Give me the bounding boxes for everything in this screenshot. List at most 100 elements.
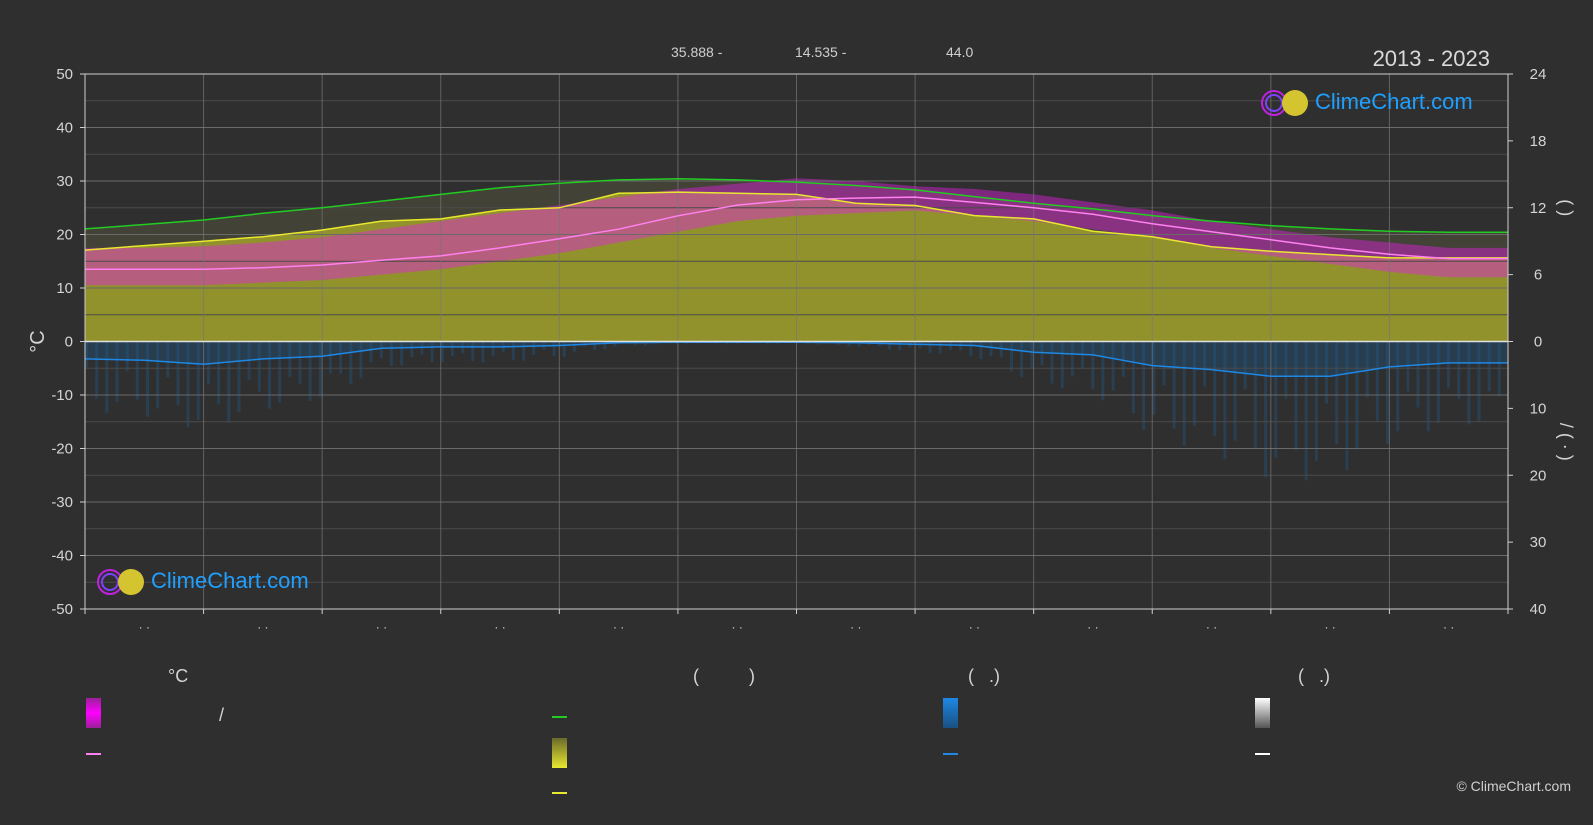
precip-bar: [349, 341, 353, 384]
precip-bar: [1182, 341, 1186, 446]
legend-sunshine-swatch: [552, 738, 567, 768]
x-tick-label: · ·: [1324, 620, 1335, 634]
precip-bar: [969, 341, 973, 357]
precip-bar: [237, 341, 241, 413]
precip-bar: [1406, 341, 1410, 392]
precip-bar: [257, 341, 261, 392]
precip-bar: [603, 341, 607, 350]
temp-mean-line: [85, 196, 1508, 271]
x-tick-label: · ·: [494, 620, 505, 634]
precip-bar: [1416, 341, 1420, 408]
left-tick-label: 20: [56, 227, 73, 244]
legend-snow-swatch: [1255, 698, 1270, 728]
precip-bar: [999, 341, 1003, 358]
precip-bar: [1010, 341, 1013, 372]
precip-bar: [450, 341, 454, 356]
precip-bar: [105, 341, 109, 413]
precip-bar: [1020, 341, 1024, 378]
x-tick-label: · ·: [850, 620, 861, 634]
precip-bar: [115, 341, 119, 402]
precip-bar: [1040, 341, 1044, 366]
precip-bar: [1365, 341, 1369, 398]
x-tick-label: · ·: [1443, 620, 1454, 634]
precip-bar: [125, 341, 129, 372]
year-range: 2013 - 2023: [1372, 46, 1490, 71]
precip-bar: [339, 341, 343, 374]
copyright: © ClimeChart.com: [1456, 778, 1571, 794]
precip-bar: [1396, 341, 1400, 432]
precip-bar: [1375, 341, 1379, 422]
left-axis-label: °C: [27, 330, 49, 352]
precip-bar: [593, 341, 597, 350]
precip-bar: [1070, 341, 1074, 377]
precip-bar: [1436, 341, 1440, 423]
precip-bar: [1060, 341, 1064, 389]
right-top-tick-label: 24: [1530, 66, 1547, 83]
precip-bar: [1091, 341, 1095, 390]
precip-bar: [156, 341, 160, 409]
precip-bar: [1162, 341, 1166, 386]
precip-bar: [268, 341, 271, 409]
precip-bar: [1497, 341, 1501, 397]
longitude-label: 14.535 -: [795, 44, 847, 60]
precip-bar: [1111, 341, 1115, 391]
precip-bar: [196, 341, 200, 420]
precip-bar: [1142, 341, 1146, 430]
precip-bar: [1050, 341, 1054, 384]
logo-text: ClimeChart.com: [151, 568, 309, 593]
precip-bar: [1345, 341, 1349, 471]
precip-bar: [979, 341, 983, 360]
left-tick-label: -10: [51, 387, 73, 404]
precip-bar: [1274, 341, 1278, 458]
precip-bar: [857, 341, 861, 347]
left-tick-label: 10: [56, 280, 73, 297]
precip-bar: [1172, 341, 1176, 429]
precip-bar: [1294, 341, 1298, 451]
precip-bar: [1386, 341, 1389, 444]
precip-bar: [1121, 341, 1125, 377]
precip-bar: [1304, 341, 1308, 481]
legend-sun-heading: ( ): [693, 666, 755, 686]
precip-bar: [959, 341, 963, 351]
precip-bar: [95, 341, 99, 399]
precip-bar: [328, 341, 332, 374]
precip-bar: [1131, 341, 1135, 414]
left-tick-label: 30: [56, 173, 73, 190]
right-top-tick-label: 6: [1534, 267, 1542, 284]
precip-bar: [1325, 341, 1328, 404]
precip-bar: [1487, 341, 1491, 392]
precip-bar: [1213, 341, 1217, 436]
precip-bar: [318, 341, 322, 397]
precip-bar: [888, 341, 891, 350]
precip-bar: [400, 341, 404, 366]
precip-bar: [85, 341, 88, 368]
precip-bar: [186, 341, 190, 428]
precip-bar: [1192, 341, 1196, 426]
x-tick-label: · ·: [1206, 620, 1217, 634]
precip-bar: [562, 341, 566, 357]
legend-temp-heading: °C: [168, 666, 189, 686]
precip-bar: [288, 341, 292, 377]
precip-bar: [1243, 341, 1247, 390]
daylight-line: [84, 178, 1508, 234]
precip-bar: [552, 341, 556, 357]
left-tick-label: 40: [56, 120, 73, 137]
precip-bar: [928, 341, 932, 353]
precip-bar: [1447, 341, 1450, 389]
left-tick-label: -40: [51, 548, 73, 565]
precip-bar: [1152, 341, 1156, 415]
precip-bar: [644, 341, 647, 346]
precip-bar: [227, 341, 231, 423]
x-tick-label: · ·: [139, 620, 150, 634]
right-top-axis-label: ( ): [1556, 199, 1576, 216]
precip-bar: [532, 341, 536, 355]
precip-bar: [613, 341, 617, 347]
left-tick-label: -30: [51, 494, 73, 511]
left-tick-label: -50: [51, 601, 73, 618]
precip-bar: [389, 341, 393, 367]
legend-precip-swatch: [943, 698, 958, 728]
right-top-tick-label: 12: [1530, 200, 1547, 217]
precip-bar: [938, 341, 942, 354]
precip-bar: [1030, 341, 1034, 370]
